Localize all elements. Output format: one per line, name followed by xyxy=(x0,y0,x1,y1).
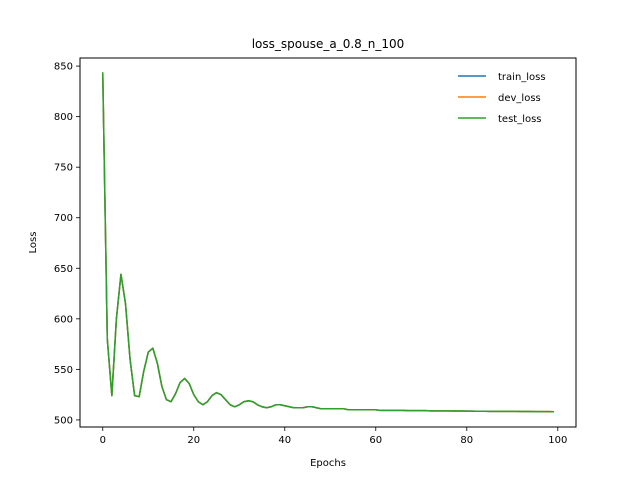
y-tick-label: 850 xyxy=(54,62,73,73)
y-tick-label: 800 xyxy=(54,112,73,123)
y-tick-label: 750 xyxy=(54,163,73,174)
axes-frame xyxy=(79,57,577,428)
legend-label: dev_loss xyxy=(498,93,541,104)
y-tick-label: 550 xyxy=(54,365,73,376)
y-tick-label: 650 xyxy=(54,264,73,275)
series-lines xyxy=(101,72,555,413)
chart-title: loss_spouse_a_0.8_n_100 xyxy=(252,37,405,51)
x-axis-ticks: 0 20 40 60 80 100 xyxy=(100,427,567,446)
y-tick-label: 600 xyxy=(54,314,73,325)
y-tick-label: 500 xyxy=(54,415,73,426)
x-tick-label: 80 xyxy=(460,435,473,446)
legend: train_loss dev_loss test_loss xyxy=(458,72,546,125)
y-axis-ticks: 500 550 600 650 700 750 800 850 xyxy=(54,62,80,426)
legend-label: test_loss xyxy=(498,114,542,125)
x-tick-label: 0 xyxy=(100,435,106,446)
x-axis-title: Epochs xyxy=(310,458,346,469)
y-tick-label: 700 xyxy=(54,213,73,224)
legend-label: train_loss xyxy=(498,72,546,83)
x-tick-label: 20 xyxy=(187,435,200,446)
y-axis-title: Loss xyxy=(28,232,39,254)
series-line-test_loss xyxy=(101,72,555,413)
x-tick-label: 100 xyxy=(548,435,567,446)
x-tick-label: 60 xyxy=(369,435,382,446)
x-tick-label: 40 xyxy=(278,435,291,446)
